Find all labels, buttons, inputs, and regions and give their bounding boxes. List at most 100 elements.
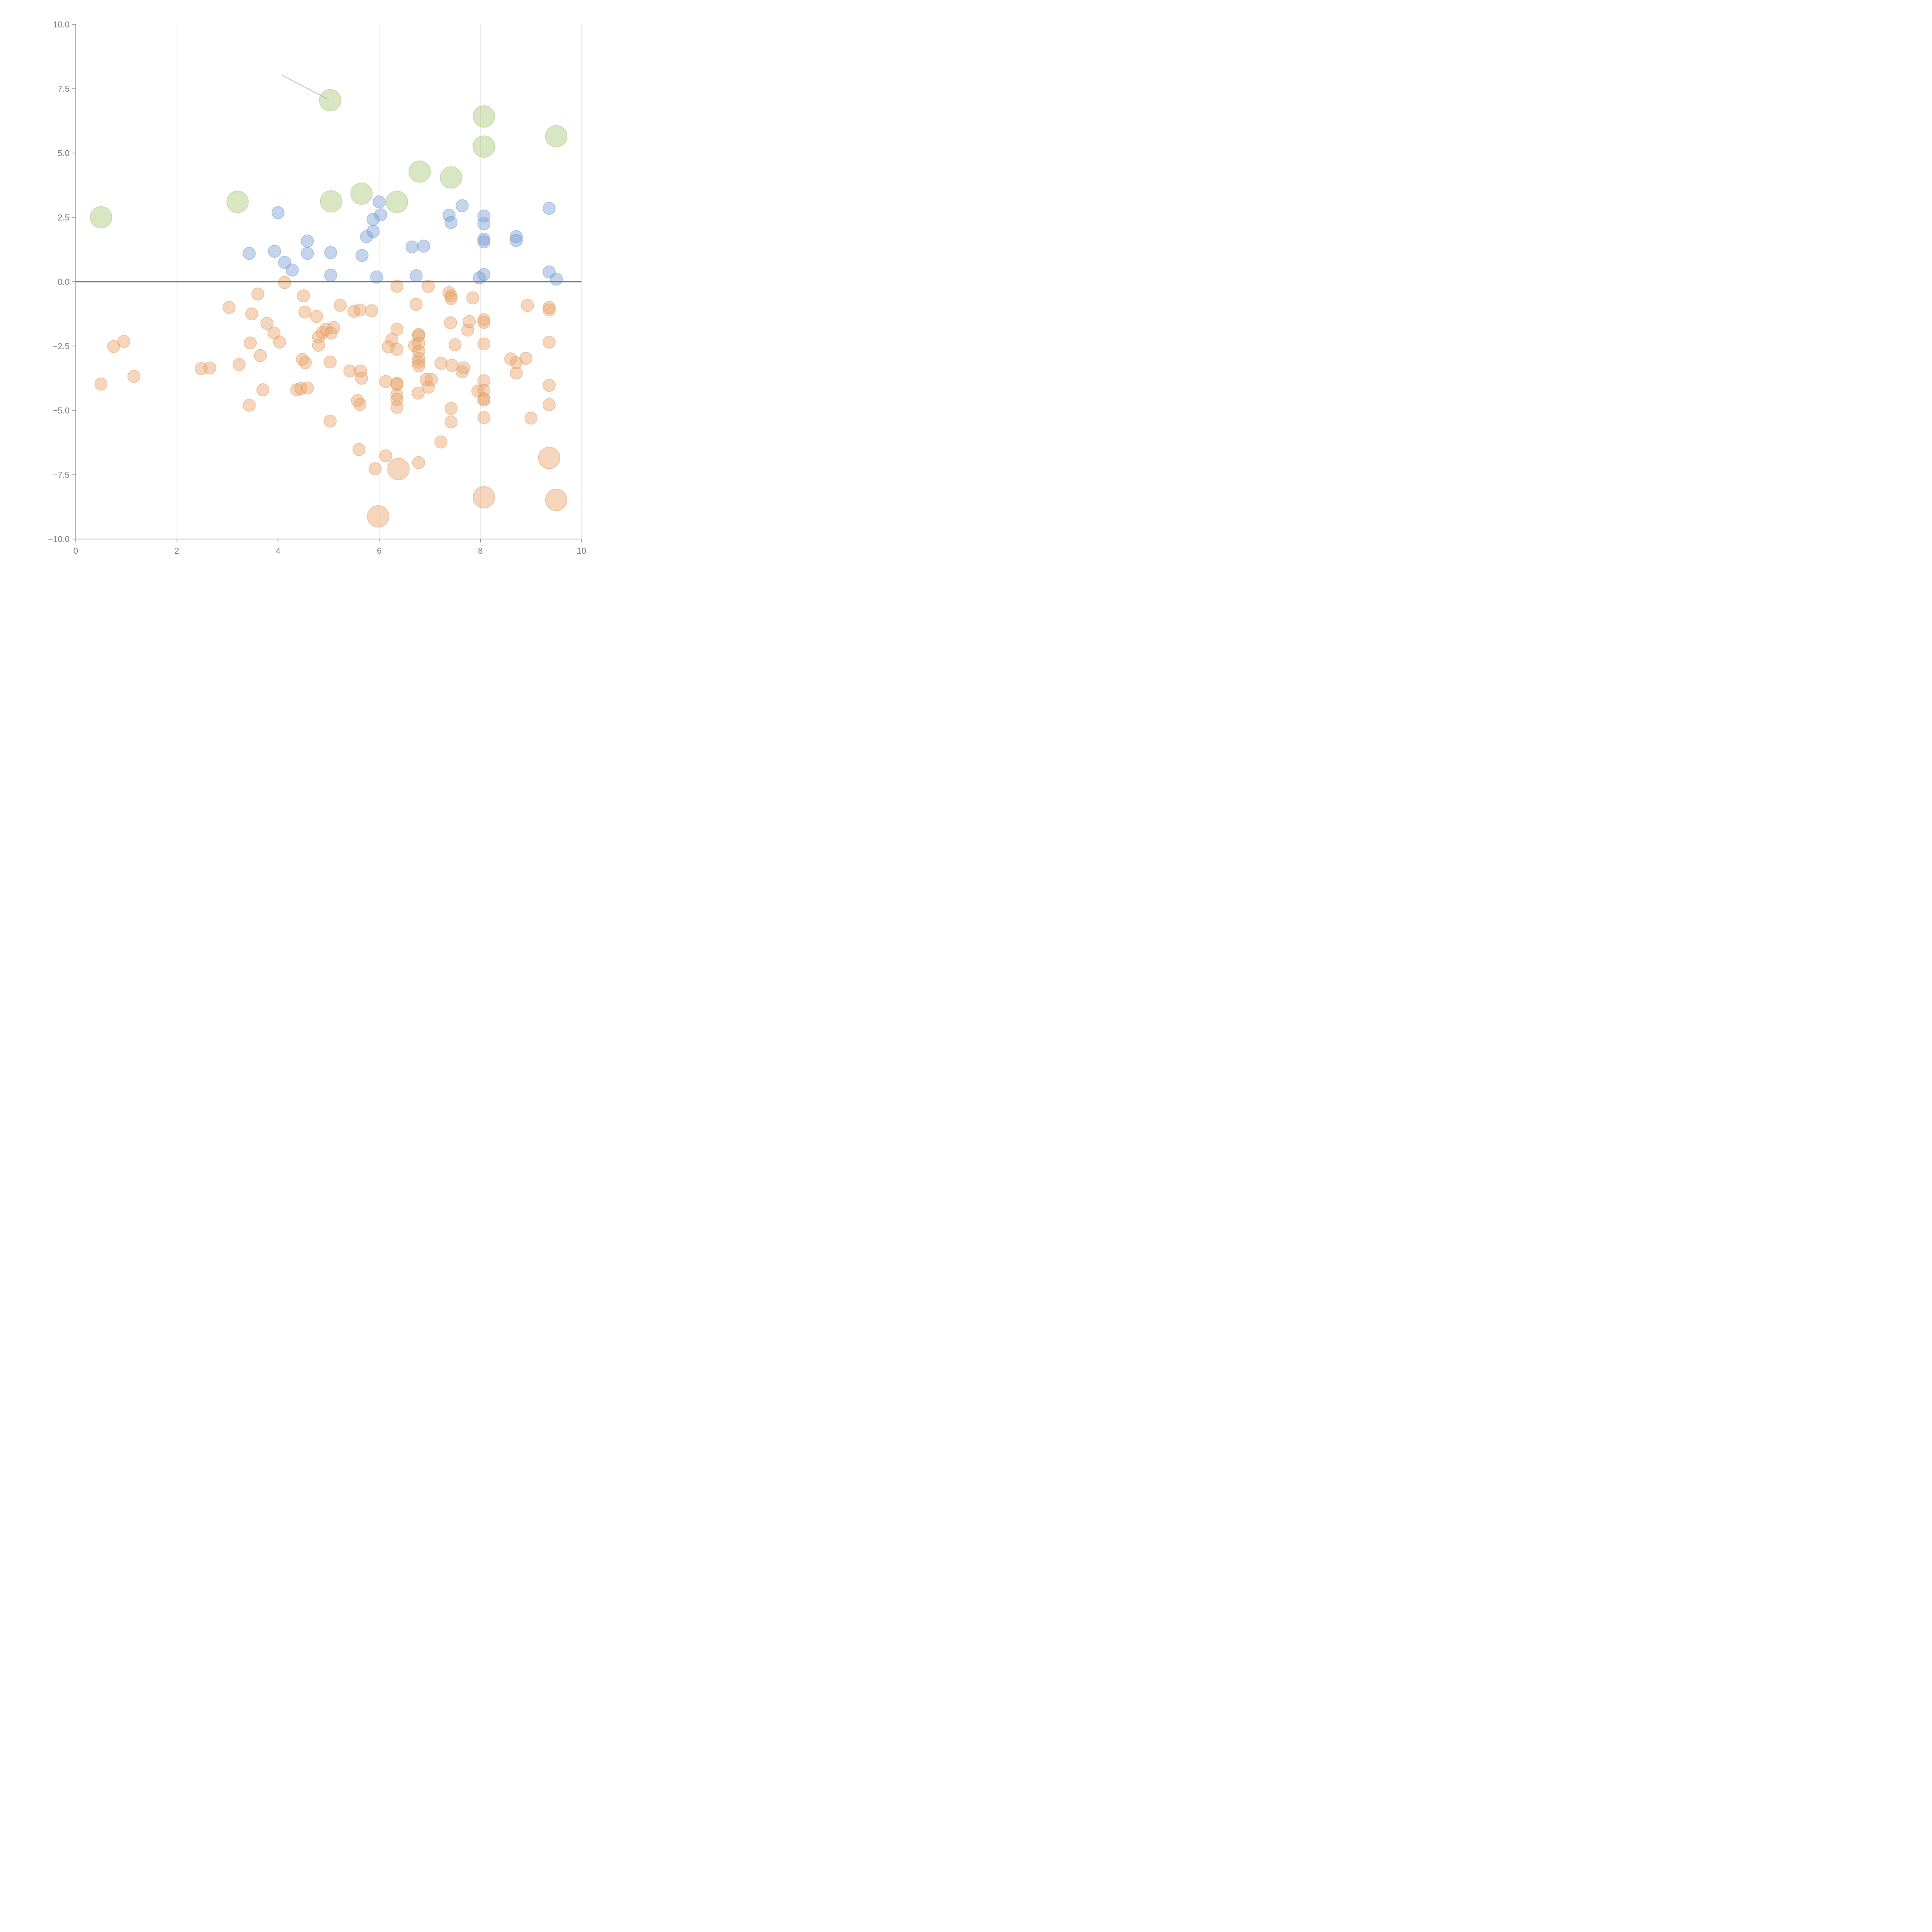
data-point-orange	[425, 373, 438, 386]
data-point-orange	[354, 364, 367, 378]
y-tick-label: 7.5	[58, 84, 70, 94]
data-point-blue	[374, 208, 388, 221]
data-point-green	[473, 105, 495, 128]
data-point-blue	[372, 195, 386, 209]
data-point-orange	[387, 458, 410, 480]
data-point-orange	[327, 321, 340, 334]
data-point-orange	[434, 357, 447, 370]
data-point-orange	[477, 411, 491, 424]
data-point-orange	[390, 280, 403, 293]
x-tick-label: 0	[73, 546, 78, 556]
data-point-orange	[260, 317, 274, 330]
data-point-orange	[127, 370, 141, 383]
data-point-orange	[457, 361, 470, 374]
data-point-orange	[294, 382, 308, 395]
data-point-orange	[543, 398, 556, 412]
data-point-blue	[271, 206, 285, 219]
data-point-orange	[323, 415, 337, 428]
data-point-orange	[243, 398, 256, 412]
data-point-orange	[473, 486, 495, 509]
data-point-orange	[410, 298, 423, 311]
y-tick-label: −7.5	[53, 470, 70, 480]
data-point-orange	[310, 310, 323, 323]
data-point-orange	[390, 378, 403, 391]
data-point-orange	[301, 381, 314, 395]
data-point-orange	[254, 349, 267, 362]
data-point-green	[320, 190, 342, 213]
data-point-blue	[355, 249, 369, 262]
data-point-green	[319, 89, 342, 112]
data-point-orange	[390, 393, 403, 406]
data-point-green	[226, 190, 249, 213]
data-point-orange	[543, 335, 556, 349]
data-point-blue	[477, 217, 491, 230]
data-point-blue	[324, 246, 337, 259]
chart: 0 2 4 6 8 10 −10.0 −7.5 −5.0 −2.5 0.0 2.5 5.0 7.5 10.0	[0, 0, 605, 605]
data-point-orange	[333, 299, 347, 312]
annotations	[281, 75, 329, 100]
data-point-orange	[543, 303, 556, 317]
data-point-green	[545, 125, 568, 148]
data-point-orange	[420, 373, 433, 386]
data-point-orange	[379, 449, 393, 463]
data-point-blue	[366, 225, 380, 238]
data-point-orange	[444, 415, 458, 429]
bubble-chart-svg: 0 2 4 6 8 10 −10.0 −7.5 −5.0 −2.5 0.0 2.5 5.0 7.5 10.0	[48, 20, 586, 556]
data-point-orange	[412, 355, 425, 369]
data-point-orange	[352, 443, 366, 456]
data-point-blue	[301, 235, 314, 248]
data-point-orange	[107, 340, 120, 353]
data-point-blue	[268, 245, 281, 258]
data-point-blue	[286, 264, 299, 277]
data-point-orange	[412, 329, 425, 342]
data-point-orange	[390, 343, 403, 356]
data-point-blue	[473, 271, 486, 284]
data-point-blue	[243, 247, 256, 260]
data-point-blue	[477, 235, 491, 248]
data-point-blue	[324, 269, 337, 282]
data-point-orange	[412, 456, 425, 469]
data-point-orange	[412, 386, 425, 400]
data-point-blue	[456, 199, 469, 213]
data-point-blue	[444, 216, 458, 229]
data-point-orange	[390, 323, 403, 336]
data-point-blue	[370, 270, 383, 284]
data-point-orange	[323, 355, 337, 369]
data-point-orange	[477, 374, 491, 388]
data-point-blue	[510, 234, 523, 247]
data-point-blue	[417, 240, 430, 253]
data-point-orange	[245, 307, 259, 320]
data-point-orange	[543, 379, 556, 392]
annotation-leader-line	[281, 75, 329, 100]
series-orange	[94, 276, 568, 528]
data-point-orange	[422, 381, 435, 394]
axes: 0 2 4 6 8 10 −10.0 −7.5 −5.0 −2.5 0.0 2.5 5.0 7.5 10.0	[48, 20, 586, 556]
x-tick-label: 6	[377, 546, 381, 556]
data-point-orange	[222, 301, 236, 314]
data-point-orange	[351, 394, 364, 407]
data-point-orange	[117, 335, 131, 348]
data-point-orange	[521, 299, 534, 312]
data-point-orange	[343, 364, 357, 378]
data-point-orange	[94, 378, 108, 391]
bubbles	[90, 89, 568, 528]
data-point-orange	[273, 335, 286, 349]
data-point-orange	[477, 337, 491, 350]
data-point-orange	[379, 375, 393, 388]
y-tick-label: −10.0	[48, 534, 70, 544]
y-tick-label: 0.0	[58, 277, 70, 287]
x-tick-label: 8	[478, 546, 483, 556]
y-tick-label: 5.0	[58, 148, 70, 158]
data-point-green	[350, 182, 373, 205]
data-point-blue	[301, 247, 314, 260]
data-point-blue	[442, 209, 456, 222]
data-point-blue	[360, 230, 373, 243]
data-point-orange	[422, 280, 435, 293]
x-tick-label: 10	[577, 546, 586, 556]
y-tick-label: 2.5	[58, 213, 70, 223]
data-point-orange	[466, 291, 480, 304]
data-point-blue	[549, 272, 563, 286]
data-point-blue	[477, 268, 491, 281]
data-point-orange	[365, 304, 378, 318]
data-point-orange	[369, 462, 382, 475]
